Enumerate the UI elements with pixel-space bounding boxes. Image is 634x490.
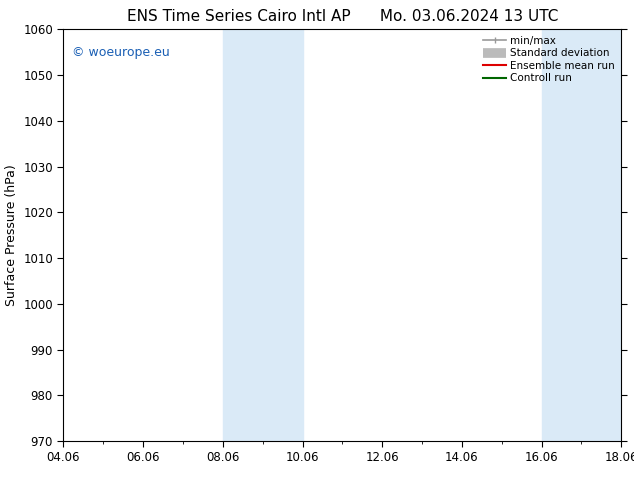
Y-axis label: Surface Pressure (hPa): Surface Pressure (hPa) [4,164,18,306]
Text: © woeurope.eu: © woeurope.eu [72,46,169,59]
Bar [541,29,621,441]
Legend: min/max, Standard deviation, Ensemble mean run, Controll run: min/max, Standard deviation, Ensemble me… [480,32,618,87]
Title: ENS Time Series Cairo Intl AP      Mo. 03.06.2024 13 UTC: ENS Time Series Cairo Intl AP Mo. 03.06.… [127,9,558,24]
Bar [223,29,302,441]
